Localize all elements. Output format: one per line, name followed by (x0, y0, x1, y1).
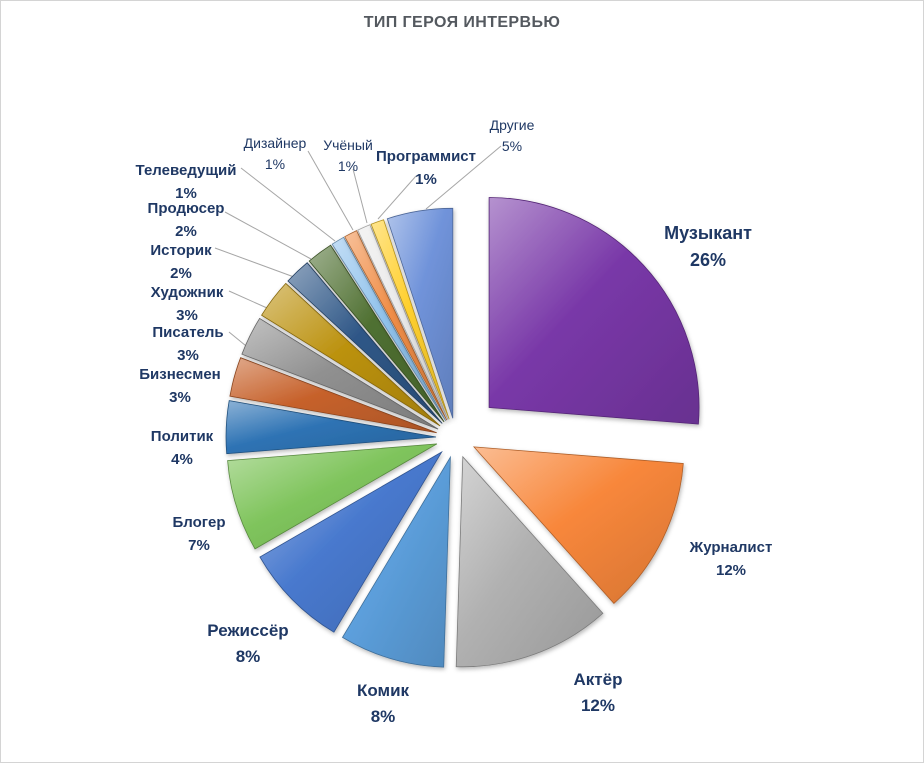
pie-slice[interactable] (331, 236, 447, 422)
pie-slice[interactable] (341, 455, 451, 668)
pie-slice[interactable] (488, 197, 700, 425)
leader-line (214, 247, 295, 278)
pie-slice[interactable] (472, 446, 684, 604)
pie-slice[interactable] (386, 207, 454, 419)
pie-slice[interactable] (259, 450, 443, 633)
pie-slice[interactable] (261, 282, 441, 427)
leader-line (224, 211, 312, 260)
pie-slice[interactable] (455, 455, 604, 668)
leader-line (228, 290, 268, 309)
pie-slice[interactable] (357, 224, 449, 420)
chart-title: ТИП ГЕРОЯ ИНТЕРВЬЮ (363, 14, 561, 31)
pie-slice[interactable] (308, 244, 445, 423)
leader-line (307, 150, 354, 231)
leader-line (352, 168, 368, 224)
leader-line (240, 167, 336, 242)
pie-slice[interactable] (344, 230, 448, 421)
pie-slice[interactable] (225, 400, 437, 455)
leader-line (425, 145, 502, 210)
leader-line (377, 175, 417, 220)
pie-slice[interactable] (229, 357, 437, 434)
pie-slice[interactable] (227, 443, 438, 550)
pie-slice[interactable] (370, 219, 450, 420)
pie-slice[interactable] (241, 317, 439, 430)
pie-slice[interactable] (287, 262, 443, 424)
